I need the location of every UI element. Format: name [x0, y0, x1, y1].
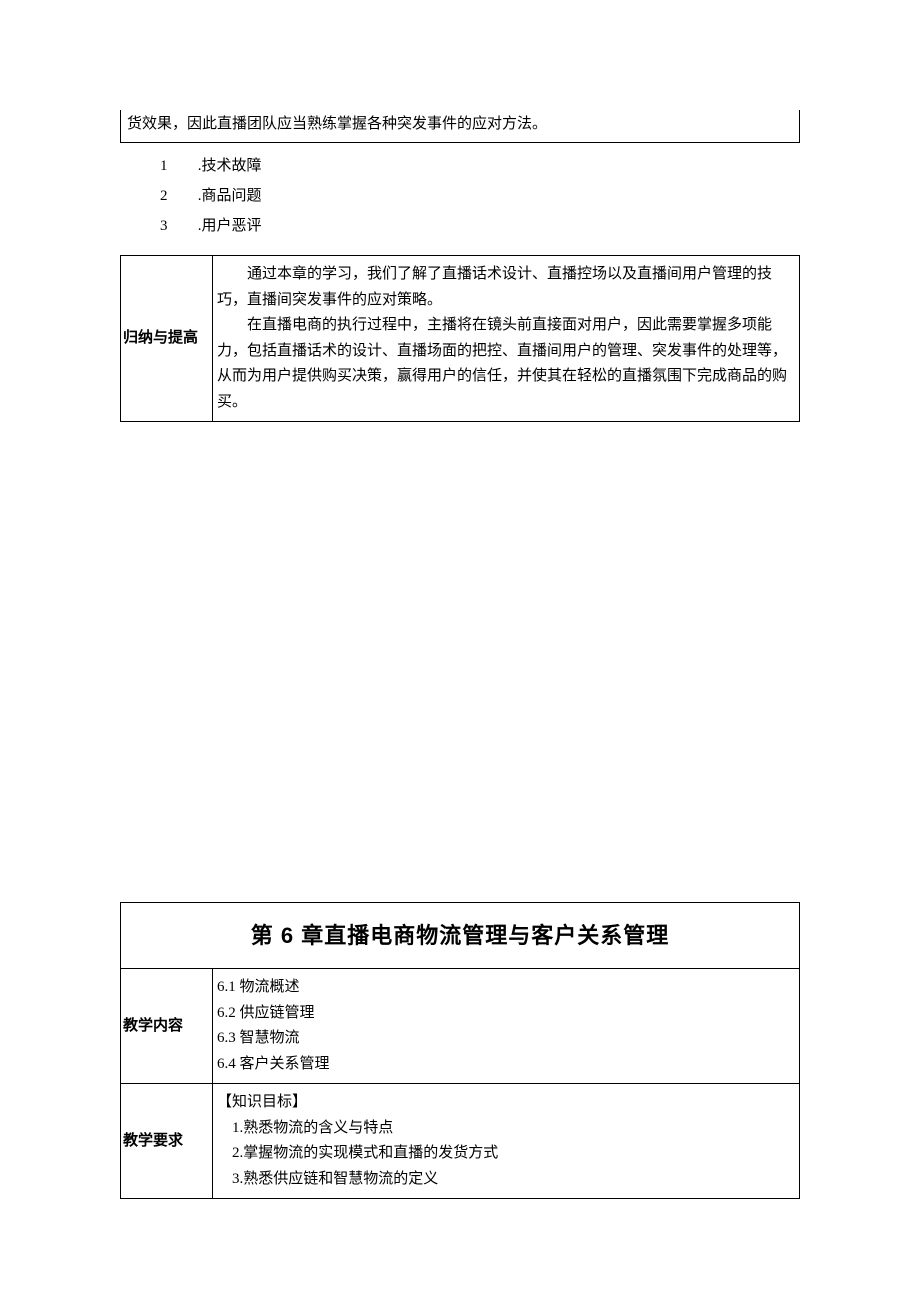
list-item: 1 .技术故障	[120, 151, 800, 181]
content-body-cell: 6.1 物流概述 6.2 供应链管理 6.3 智慧物流 6.4 客户关系管理	[213, 969, 800, 1084]
list-item: 2 .商品问题	[120, 181, 800, 211]
requirement-body-cell: 【知识目标】 1.熟悉物流的含义与特点 2.掌握物流的实现模式和直播的发货方式 …	[213, 1084, 800, 1199]
list-sep: .	[194, 158, 202, 174]
requirement-item: 1.熟悉物流的含义与特点	[217, 1116, 793, 1142]
requirement-label: 教学要求	[123, 1133, 183, 1149]
list-text: 商品问题	[202, 188, 262, 204]
requirement-label-cell: 教学要求	[121, 1084, 213, 1199]
summary-label-cell: 归纳与提高	[121, 256, 213, 422]
table-row: 归纳与提高 通过本章的学习，我们了解了直播话术设计、直播控场以及直播间用户管理的…	[121, 256, 800, 422]
content-label: 教学内容	[123, 1018, 183, 1034]
summary-paragraph: 在直播电商的执行过程中，主播将在镜头前直接面对用户，因此需要掌握多项能力，包括直…	[217, 313, 793, 415]
toc-line: 6.1 物流概述	[217, 975, 793, 1001]
toc-line: 6.3 智慧物流	[217, 1026, 793, 1052]
page-gap	[120, 422, 800, 902]
requirement-item: 2.掌握物流的实现模式和直播的发货方式	[217, 1141, 793, 1167]
list-item: 3 .用户恶评	[120, 211, 800, 241]
continuation-box: 货效果，因此直播团队应当熟练掌握各种突发事件的应对方法。	[120, 110, 800, 143]
numbered-list: 1 .技术故障 2 .商品问题 3 .用户恶评	[120, 151, 800, 241]
summary-paragraph: 通过本章的学习，我们了解了直播话术设计、直播控场以及直播间用户管理的技巧，直播间…	[217, 262, 793, 313]
list-number: 3	[160, 211, 194, 241]
chapter-table: 第 6 章直播电商物流管理与客户关系管理 教学内容 6.1 物流概述 6.2 供…	[120, 902, 800, 1199]
summary-label: 归纳与提高	[123, 330, 198, 346]
continuation-text: 货效果，因此直播团队应当熟练掌握各种突发事件的应对方法。	[127, 116, 547, 132]
list-sep: .	[194, 218, 202, 234]
table-row: 教学要求 【知识目标】 1.熟悉物流的含义与特点 2.掌握物流的实现模式和直播的…	[121, 1084, 800, 1199]
list-text: 用户恶评	[202, 218, 262, 234]
list-text: 技术故障	[202, 158, 262, 174]
requirement-item: 3.熟悉供应链和智慧物流的定义	[217, 1167, 793, 1193]
summary-table: 归纳与提高 通过本章的学习，我们了解了直播话术设计、直播控场以及直播间用户管理的…	[120, 255, 800, 422]
list-number: 2	[160, 181, 194, 211]
document-page: 货效果，因此直播团队应当熟练掌握各种突发事件的应对方法。 1 .技术故障 2 .…	[0, 0, 920, 1289]
chapter-title: 第 6 章直播电商物流管理与客户关系管理	[251, 923, 669, 948]
toc-line: 6.4 客户关系管理	[217, 1052, 793, 1078]
summary-body-cell: 通过本章的学习，我们了解了直播话术设计、直播控场以及直播间用户管理的技巧，直播间…	[213, 256, 800, 422]
table-row: 第 6 章直播电商物流管理与客户关系管理	[121, 903, 800, 969]
table-row: 教学内容 6.1 物流概述 6.2 供应链管理 6.3 智慧物流 6.4 客户关…	[121, 969, 800, 1084]
content-label-cell: 教学内容	[121, 969, 213, 1084]
list-sep: .	[194, 188, 202, 204]
chapter-title-cell: 第 6 章直播电商物流管理与客户关系管理	[121, 903, 800, 969]
requirement-heading: 【知识目标】	[217, 1090, 793, 1116]
toc-line: 6.2 供应链管理	[217, 1001, 793, 1027]
list-number: 1	[160, 151, 194, 181]
